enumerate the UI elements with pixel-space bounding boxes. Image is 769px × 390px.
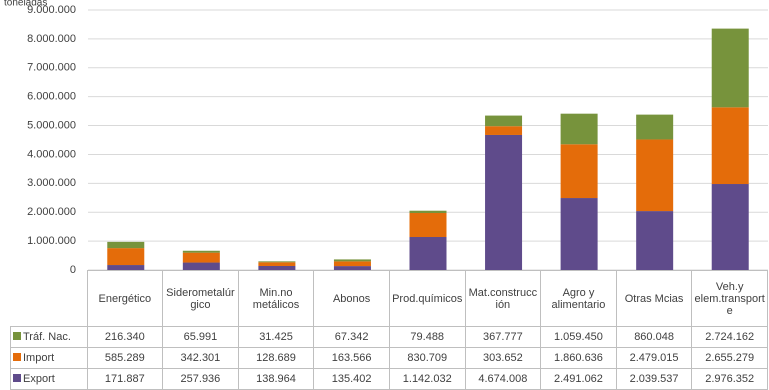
x-tick-label: Veh.y elem.transporte <box>691 270 768 327</box>
bar-segment <box>636 114 674 140</box>
y-tick-label: 6.000.000 <box>27 91 76 103</box>
data-label: 257.936 <box>162 368 239 390</box>
bar-segment <box>711 184 749 270</box>
data-label: 303.652 <box>464 347 542 369</box>
data-label: 2.655.279 <box>691 347 768 369</box>
y-tick-label: 8.000.000 <box>27 33 76 45</box>
bar-segment <box>560 113 598 145</box>
data-label: 2.724.162 <box>691 326 768 348</box>
x-tick-label: Otras Mcias <box>615 270 693 327</box>
x-tick-label: Abonos <box>313 270 390 327</box>
data-label: 2.976.352 <box>691 368 768 390</box>
bar-segment <box>333 261 371 267</box>
bar-segment <box>711 28 749 108</box>
y-tick-label: 2.000.000 <box>27 206 76 218</box>
blank-cell <box>11 271 88 327</box>
legend-label: Tráf. Nac. <box>23 331 71 343</box>
data-label: 138.964 <box>237 368 315 390</box>
bar-segment <box>258 261 296 263</box>
y-axis-label: toneladas <box>4 0 47 9</box>
bar-segment <box>182 250 220 253</box>
table-row: Export 171.887 257.936 138.964 135.402 1.142.… <box>10 368 768 390</box>
bar-segment <box>485 115 523 127</box>
x-tick-label: Min.no metálicos <box>237 270 315 327</box>
bar-segment <box>258 265 296 270</box>
legend-swatch <box>13 332 21 340</box>
data-label: 367.777 <box>464 326 542 348</box>
bar-segment <box>182 252 220 263</box>
legend-swatch <box>13 374 21 382</box>
data-table: Energético Siderometalúrgico Min.no metáli… <box>10 270 768 390</box>
legend-entry: Tráf. Nac. <box>10 326 88 348</box>
data-label: 2.479.015 <box>615 347 693 369</box>
bar-segment <box>107 265 145 270</box>
data-label: 79.488 <box>388 326 466 348</box>
bar-segment <box>485 126 523 135</box>
data-label: 860.048 <box>615 326 693 348</box>
y-tick-label: 1.000.000 <box>27 235 76 247</box>
legend-entry: Import <box>10 347 88 369</box>
bar-segment <box>409 213 447 238</box>
data-label: 67.342 <box>313 326 390 348</box>
y-tick-label: 5.000.000 <box>27 119 76 131</box>
y-tick-label: 4.000.000 <box>27 148 76 160</box>
bar-segment <box>636 139 674 212</box>
legend-label: Import <box>23 352 55 364</box>
data-label: 585.289 <box>86 347 164 369</box>
bar-segment <box>333 266 371 270</box>
data-label: 830.709 <box>388 347 466 369</box>
table-header: Energético Siderometalúrgico Min.no metáli… <box>11 270 768 327</box>
bar-segment <box>485 134 523 270</box>
bar-segment <box>409 210 447 214</box>
table-row: Import 585.289 342.301 128.689 163.566 830.70… <box>10 347 768 369</box>
data-label: 1.860.636 <box>540 347 617 369</box>
x-tick-label: Siderometalúrgico <box>162 270 239 327</box>
bar-segment <box>182 262 220 270</box>
legend-label: Export <box>23 373 55 385</box>
table-row: Tráf. Nac. 216.340 65.991 31.425 67.342 79.48… <box>10 326 768 348</box>
data-label: 171.887 <box>86 368 164 390</box>
bar-segment <box>333 259 371 262</box>
x-tick-label: Mat.construcción <box>464 270 542 327</box>
bar-segment <box>636 211 674 270</box>
bar-segment <box>711 107 749 185</box>
data-label: 2.039.537 <box>615 368 693 390</box>
y-tick-label: 0 <box>70 264 76 276</box>
bar-segment <box>409 237 447 270</box>
data-label: 128.689 <box>237 347 315 369</box>
data-label: 163.566 <box>313 347 390 369</box>
legend-swatch <box>13 353 21 361</box>
data-label: 4.674.008 <box>464 368 542 390</box>
data-label: 2.491.062 <box>540 368 617 390</box>
data-label: 342.301 <box>162 347 239 369</box>
y-tick-label: 9.000.000 <box>27 4 76 16</box>
bar-segment <box>107 241 145 249</box>
bar-segment <box>258 262 296 266</box>
x-tick-label: Energético <box>86 270 164 327</box>
data-label: 1.142.032 <box>388 368 466 390</box>
bar-segment <box>560 198 598 270</box>
data-label: 65.991 <box>162 326 239 348</box>
data-label: 31.425 <box>237 326 315 348</box>
bar-segment <box>560 144 598 199</box>
data-label: 135.402 <box>313 368 390 390</box>
y-tick-label: 7.000.000 <box>27 62 76 74</box>
legend-entry: Export <box>10 368 88 390</box>
data-label: 216.340 <box>86 326 164 348</box>
x-tick-label: Agro y alimentario <box>540 270 617 327</box>
bar-segment <box>107 248 145 266</box>
y-tick-label: 3.000.000 <box>27 177 76 189</box>
data-label: 1.059.450 <box>540 326 617 348</box>
x-tick-label: Prod.químicos <box>388 270 466 327</box>
